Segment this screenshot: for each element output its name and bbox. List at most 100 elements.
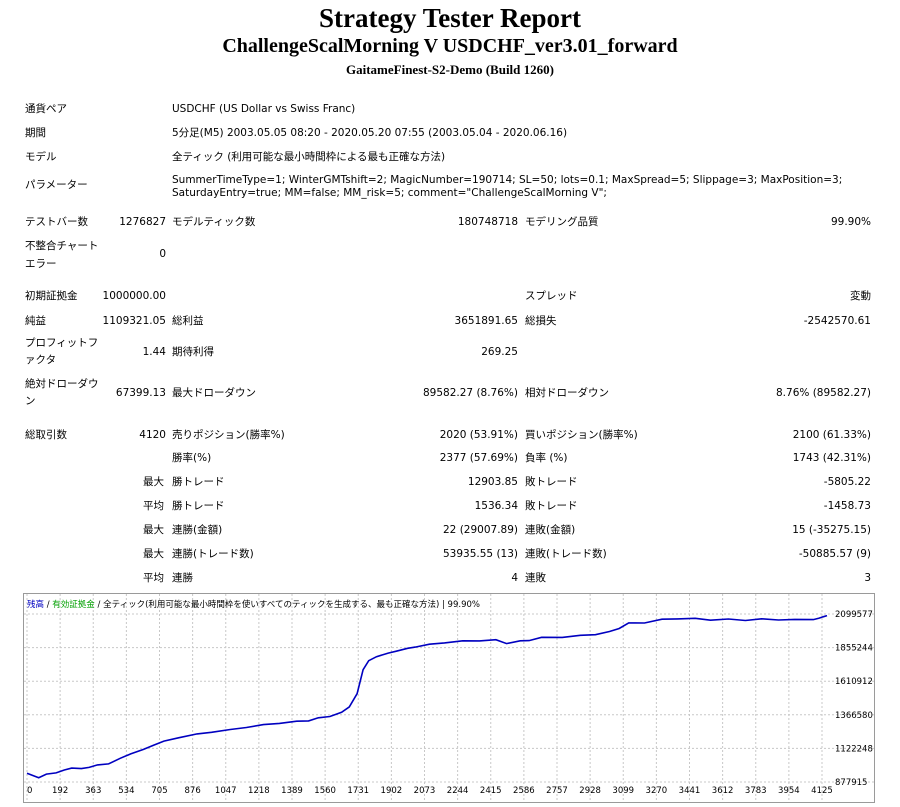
legend-equity: 有効証拠金 <box>52 599 95 610</box>
avg-consec-loss-label: 連敗 <box>525 572 546 584</box>
quality-value: 99.90% <box>830 216 871 228</box>
consec-loss-cnt-label: 連敗(トレード数) <box>525 548 607 560</box>
pair-value: USDCHF (US Dollar vs Swiss Franc) <box>172 103 356 115</box>
profit-factor-label: プロフィットファクタ <box>25 337 99 366</box>
profit-factor-value: 1.44 <box>142 346 166 358</box>
legend-separator-1: / <box>44 600 52 610</box>
long-positions-value: 2100 (61.33%) <box>792 429 871 441</box>
y-tick-label: 1366580 <box>835 711 873 721</box>
chart-frame <box>23 593 875 803</box>
long-positions-label: 買いポジション(勝率%) <box>525 429 638 441</box>
average-prefix: 平均 <box>143 500 164 512</box>
ticks-value: 180748718 <box>457 216 518 228</box>
chart-grid <box>24 594 874 802</box>
short-positions-label: 売りポジション(勝率%) <box>172 429 285 441</box>
x-tick-label: 1389 <box>281 786 303 796</box>
consec-loss-cnt-value: -50885.57 (9) <box>798 548 871 560</box>
average-win-label: 勝トレード <box>172 500 225 512</box>
quality-label: モデリング品質 <box>525 216 599 228</box>
deposit-label: 初期証拠金 <box>25 290 78 302</box>
total-trades-label: 総取引数 <box>25 429 67 441</box>
abs-drawdown-label: 絶対ドローダウン <box>25 378 99 407</box>
loss-rate-label: 負率 (%) <box>525 452 568 464</box>
short-positions-value: 2020 (53.91%) <box>439 429 518 441</box>
consec-win-amt-label: 連勝(金額) <box>172 524 223 536</box>
spread-label: スプレッド <box>525 290 578 302</box>
consec-win-cnt-label: 連勝(トレード数) <box>172 548 254 560</box>
win-rate-value: 2377 (57.69%) <box>439 452 518 464</box>
period-label: 期間 <box>25 127 46 139</box>
x-tick-label: 1731 <box>347 786 369 796</box>
x-axis-ticks: 0 192 363 534 705 876 1047 1218 1389 1560 1731 1902… <box>27 786 833 796</box>
gross-loss-value: -2542570.61 <box>803 315 871 327</box>
x-tick-label: 1218 <box>248 786 270 796</box>
y-tick-label: 1855244 <box>835 644 873 654</box>
x-tick-label: 4125 <box>811 786 833 796</box>
y-tick-label: 1610912 <box>835 677 873 687</box>
pair-label: 通貨ペア <box>25 103 67 115</box>
x-tick-label: 876 <box>185 786 201 796</box>
consec-win-amt-value: 22 (29007.89) <box>443 524 518 536</box>
x-tick-label: 3441 <box>679 786 701 796</box>
y-tick-label: 1122248 <box>835 744 873 754</box>
spread-value: 変動 <box>850 290 871 302</box>
y-tick-label: 2099577 <box>835 610 873 620</box>
model-label: モデル <box>25 151 57 163</box>
balance-series-line <box>26 614 828 779</box>
balance-chart-svg: 2099577 1855244 1610912 1366580 1122248 87791… <box>23 593 875 803</box>
largest-prefix: 最大 <box>143 476 164 488</box>
report-title: Strategy Tester Report <box>319 3 581 33</box>
legend-balance: 残高 <box>27 599 44 610</box>
x-tick-label: 363 <box>85 786 101 796</box>
avg-consec-prefix: 平均 <box>143 572 164 584</box>
x-tick-label: 2928 <box>579 786 601 796</box>
legend-separator-2: / <box>95 600 103 610</box>
expected-payoff-value: 269.25 <box>481 346 518 358</box>
x-tick-label: 3612 <box>712 786 734 796</box>
x-tick-label: 1560 <box>314 786 336 796</box>
x-tick-label: 2244 <box>447 786 469 796</box>
x-tick-label: 3783 <box>745 786 767 796</box>
mismatch-label: 不整合チャートエラー <box>25 240 99 270</box>
avg-consec-win-value: 4 <box>511 572 518 584</box>
rel-drawdown-label: 相対ドローダウン <box>525 387 609 399</box>
avg-consec-loss-value: 3 <box>864 572 871 584</box>
x-tick-label: 0 <box>27 786 32 796</box>
expected-payoff-label: 期待利得 <box>172 346 214 358</box>
largest-loss-label: 敗トレード <box>525 476 578 488</box>
legend-model: 全ティック(利用可能な最小時間枠を使いすべてのティックを生成する、最も正確な方法… <box>103 599 439 610</box>
largest-win-value: 12903.85 <box>467 476 518 488</box>
balance-chart: 2099577 1855244 1610912 1366580 1122248 87791… <box>23 593 875 803</box>
max-drawdown-value: 89582.27 (8.76%) <box>423 387 518 399</box>
total-trades-value: 4120 <box>139 429 166 441</box>
y-tick-label: 877915 <box>835 778 867 788</box>
mismatch-value: 0 <box>159 248 166 260</box>
params-label: パラメーター <box>25 179 88 191</box>
x-tick-label: 3099 <box>612 786 634 796</box>
x-tick-label: 192 <box>52 786 68 796</box>
x-tick-label: 2415 <box>480 786 502 796</box>
y-axis-ticks: 2099577 1855244 1610912 1366580 1122248 87791… <box>835 610 873 788</box>
average-loss-label: 敗トレード <box>525 500 578 512</box>
largest-win-label: 勝トレード <box>172 476 225 488</box>
loss-rate-value: 1743 (42.31%) <box>792 452 871 464</box>
rel-drawdown-value: 8.76% (89582.27) <box>776 387 871 399</box>
legend-quality: | 99.90% <box>439 600 480 610</box>
x-tick-label: 1047 <box>215 786 237 796</box>
model-value: 全ティック (利用可能な最小時間枠による最も正確な方法) <box>172 151 446 163</box>
ticks-label: モデルティック数 <box>172 216 256 228</box>
deposit-value: 1000000.00 <box>102 290 166 302</box>
x-tick-label: 705 <box>151 786 167 796</box>
report-server: GaitameFinest-S2-Demo (Build 1260) <box>346 62 554 77</box>
consec-win-cnt-value: 53935.55 (13) <box>443 548 518 560</box>
x-tick-label: 2757 <box>546 786 568 796</box>
report-subtitle: ChallengeScalMorning V USDCHF_ver3.01_fo… <box>222 35 678 57</box>
gross-profit-value: 3651891.65 <box>454 315 518 327</box>
x-tick-label: 3954 <box>778 786 800 796</box>
consec-loss-amt-value: 15 (-35275.15) <box>792 524 871 536</box>
max-consec-amt-prefix: 最大 <box>143 524 164 536</box>
largest-loss-value: -5805.22 <box>823 476 871 488</box>
abs-drawdown-value: 67399.13 <box>115 387 166 399</box>
max-drawdown-label: 最大ドローダウン <box>172 387 256 399</box>
gross-loss-label: 総損失 <box>525 315 557 327</box>
